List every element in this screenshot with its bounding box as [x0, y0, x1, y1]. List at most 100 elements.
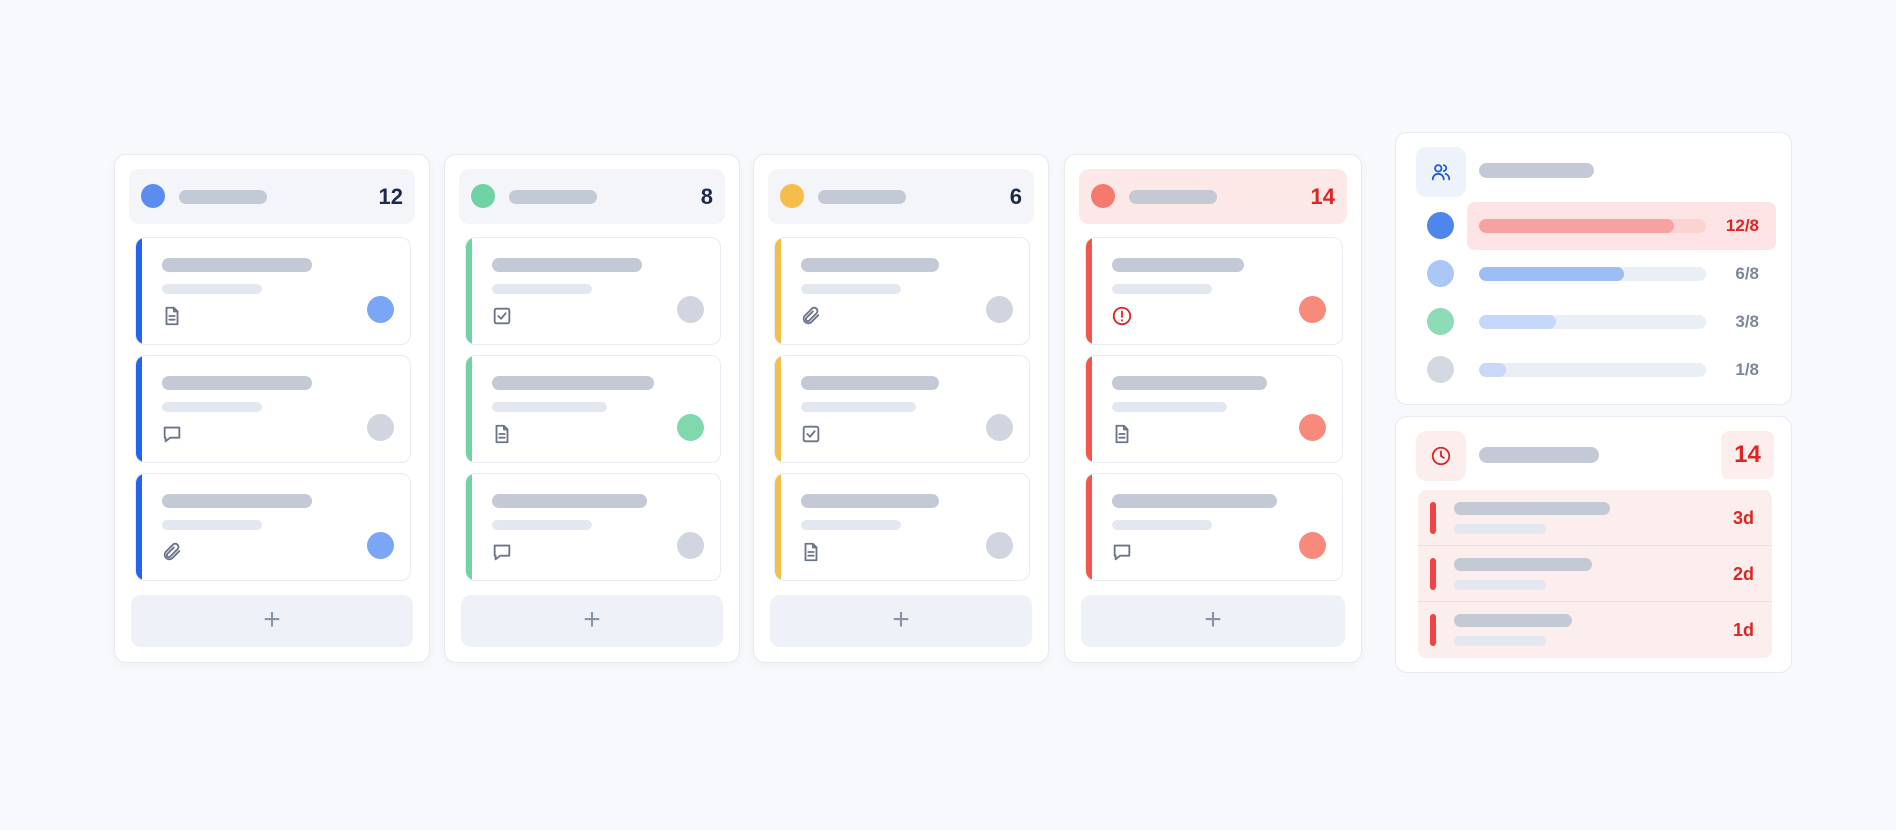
- card-icon: [1111, 541, 1133, 568]
- workload-panel: 12/8 6/8 3/8 1/8: [1395, 132, 1792, 405]
- card-icon: [161, 541, 183, 568]
- icon-part: [807, 542, 818, 557]
- icon: [493, 544, 511, 561]
- item-sub-skeleton: [1454, 636, 1546, 646]
- add-card-button[interactable]: +: [770, 595, 1032, 647]
- panel-icon: [1416, 431, 1466, 481]
- task-card[interactable]: [774, 355, 1030, 463]
- task-card[interactable]: [1085, 473, 1343, 581]
- overdue-list: 3d 2d 1d: [1418, 490, 1772, 658]
- card-sub-skeleton: [492, 284, 592, 294]
- icon-part: [498, 424, 509, 439]
- task-card[interactable]: [774, 237, 1030, 345]
- task-card[interactable]: [135, 473, 411, 581]
- card-icon: [491, 423, 513, 450]
- due-label: 1d: [1732, 620, 1754, 640]
- icon: [802, 306, 820, 325]
- card-accent: [775, 474, 781, 580]
- column: 8 +: [444, 154, 740, 663]
- column-header: 6: [768, 169, 1034, 224]
- load-label: 6/8: [1735, 264, 1759, 283]
- title-skeleton: [1479, 447, 1599, 463]
- card-sub-skeleton: [1112, 284, 1212, 294]
- task-card[interactable]: [774, 473, 1030, 581]
- card-accent: [775, 356, 781, 462]
- task-card[interactable]: [1085, 355, 1343, 463]
- load-fill: [1479, 363, 1507, 377]
- title-skeleton: [509, 190, 597, 204]
- icon-part: [1434, 164, 1443, 173]
- icon-part: [165, 306, 179, 326]
- title-skeleton: [818, 190, 906, 204]
- icon-part: [163, 542, 181, 561]
- card-title-skeleton: [1112, 376, 1267, 390]
- title-skeleton: [1479, 163, 1594, 178]
- task-card[interactable]: [135, 237, 411, 345]
- load-label: 3/8: [1735, 312, 1759, 331]
- assignee-avatar: [986, 532, 1013, 559]
- card-accent: [136, 356, 142, 462]
- card-sub-skeleton: [162, 402, 262, 412]
- icon-part: [1118, 424, 1129, 439]
- load-fill: [1479, 267, 1625, 281]
- assignee-avatar: [1299, 414, 1326, 441]
- icon-part: [1431, 446, 1451, 466]
- card-accent: [1086, 356, 1092, 462]
- add-card-button[interactable]: +: [1081, 595, 1345, 647]
- assignee-avatar: [1299, 296, 1326, 323]
- assignee-avatar: [677, 532, 704, 559]
- task-card[interactable]: [465, 237, 721, 345]
- add-card-button[interactable]: +: [461, 595, 723, 647]
- column-count: 14: [1310, 184, 1335, 209]
- icon: [163, 426, 181, 443]
- card-title-skeleton: [1112, 494, 1277, 508]
- card-icon: [800, 541, 822, 568]
- item-skeleton: [1454, 502, 1610, 515]
- card-accent: [466, 356, 472, 462]
- card-sub-skeleton: [492, 520, 592, 530]
- icon-part: [1440, 450, 1445, 459]
- icon-part: [802, 306, 820, 325]
- load-fill: [1479, 315, 1557, 329]
- icon-part: [1113, 544, 1131, 561]
- card-sub-skeleton: [801, 520, 901, 530]
- card-icon: [800, 305, 822, 332]
- overdue-item[interactable]: 1d: [1418, 602, 1772, 658]
- overdue-item[interactable]: 3d: [1418, 490, 1772, 546]
- card-title-skeleton: [162, 258, 312, 272]
- item-skeleton: [1454, 558, 1592, 571]
- icon: [1115, 424, 1129, 444]
- icon: [802, 425, 820, 443]
- overdue-panel: 14 3d 2d 1d: [1395, 416, 1792, 673]
- task-card[interactable]: [1085, 237, 1343, 345]
- icon-part: [1115, 424, 1129, 444]
- load-track: [1479, 363, 1706, 377]
- card-icon: [491, 541, 513, 568]
- card-sub-skeleton: [801, 284, 901, 294]
- icon-part: [1431, 172, 1445, 181]
- overdue-item[interactable]: 2d: [1418, 546, 1772, 602]
- overdue-count: 14: [1721, 431, 1774, 479]
- assignee-avatar: [677, 414, 704, 441]
- column-header: 14: [1079, 169, 1347, 224]
- status-dot: [1091, 184, 1115, 208]
- task-card[interactable]: [465, 473, 721, 581]
- column-count: 8: [700, 184, 713, 209]
- icon-part: [1442, 164, 1451, 181]
- card-icon: [1111, 423, 1133, 450]
- card-sub-skeleton: [1112, 520, 1212, 530]
- task-card[interactable]: [135, 355, 411, 463]
- assignee-avatar: [367, 414, 394, 441]
- item-sub-skeleton: [1454, 580, 1546, 590]
- load-track: [1479, 219, 1706, 233]
- panel-icon: [1416, 147, 1466, 197]
- member-avatar: [1427, 260, 1454, 287]
- add-card-button[interactable]: +: [131, 595, 413, 647]
- column-header: 8: [459, 169, 725, 224]
- card-title-skeleton: [162, 376, 312, 390]
- task-card[interactable]: [465, 355, 721, 463]
- load-label: 1/8: [1735, 360, 1759, 379]
- icon: [1113, 544, 1131, 561]
- icon-part: [802, 425, 820, 443]
